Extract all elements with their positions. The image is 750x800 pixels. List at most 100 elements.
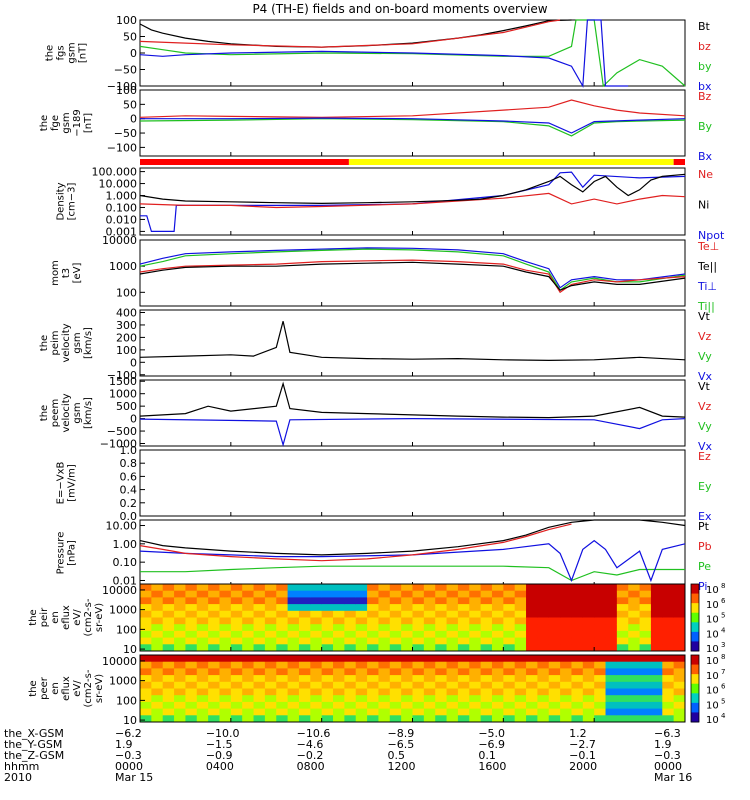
spectrogram-cell (673, 708, 686, 716)
spectrogram-cell (321, 675, 334, 683)
spectrogram-cell (367, 668, 379, 676)
spectrogram-cell (196, 617, 209, 625)
y-axis-label: thepeerenefluxeV/(cm2-s-sr-eV) (28, 669, 105, 707)
spectrogram-cell (548, 590, 561, 598)
spectrogram-cell (480, 681, 493, 689)
spectrogram-cell (628, 604, 641, 612)
x-axis-value: 0000 (654, 760, 682, 773)
spectrogram-cell (662, 655, 675, 663)
spectrogram-cell (276, 708, 289, 716)
spectrogram-cell (639, 681, 652, 689)
spectrogram-cell (514, 715, 527, 723)
spectrogram-cell (333, 597, 345, 605)
spectrogram-cell (151, 637, 164, 645)
spectrogram-cell (480, 624, 493, 632)
spectrogram-cell (514, 701, 527, 710)
spectrogram-cell (174, 597, 186, 605)
spectrogram-cell (650, 590, 663, 598)
spectrogram-cell (321, 637, 334, 645)
spectrogram-cell (605, 597, 618, 605)
spectrogram-cell (423, 661, 436, 669)
x-axis-value: 1200 (388, 760, 416, 773)
spectrogram-cell (276, 701, 289, 710)
series-line-pres_Pe (140, 565, 685, 582)
spectrogram-cell (650, 617, 663, 625)
spectrogram-cell (208, 630, 220, 639)
colorbar-exponent: 3 (721, 641, 725, 649)
spectrogram-cell (548, 630, 561, 639)
spectrogram-cell (650, 695, 663, 703)
spectrogram-cell (435, 604, 448, 612)
spectrogram-cell (185, 644, 198, 652)
spectrogram-cell (162, 695, 175, 703)
spectrogram-cell (628, 675, 641, 683)
spectrogram-cell (355, 701, 368, 710)
spectrogram-cell (185, 610, 198, 618)
spectrogram-cell (514, 624, 527, 632)
colorbar-step (691, 584, 699, 595)
spectrogram-cell (276, 617, 289, 625)
spectrogram-cell (423, 630, 436, 639)
spectrogram-cell (571, 610, 584, 618)
spectrogram-cell (639, 604, 652, 612)
legend-entry: Npot (698, 229, 725, 242)
spectrogram-cell (526, 610, 538, 618)
spectrogram-cell (344, 668, 357, 676)
spectrogram-cell (174, 708, 186, 716)
spectrogram-cell (480, 715, 493, 723)
spectrogram-cell (344, 661, 357, 669)
spectrogram-cell (276, 597, 289, 605)
y-axis-label: thefgsgsm[nT] (45, 42, 89, 63)
spectrogram-cell (276, 590, 289, 598)
spectrogram-cell (469, 688, 482, 696)
spectrogram-cell (276, 644, 289, 652)
spectrogram-cell (367, 630, 379, 639)
spectrogram-cell (140, 708, 152, 716)
spectrogram-cell (423, 604, 436, 612)
x-axis-value: −0.2 (297, 749, 324, 762)
spectrogram-cell (242, 617, 255, 625)
spectrogram-cell (401, 701, 413, 710)
y-tick-label: 0 (130, 47, 137, 60)
spectrogram-cell (230, 624, 243, 632)
spectrogram-cell (446, 630, 459, 639)
spectrogram-cell (321, 715, 334, 723)
spectrogram-cell (526, 644, 538, 652)
spectrogram-cell (140, 715, 152, 723)
colorbar-step (691, 655, 699, 666)
spectrogram-cell (219, 675, 232, 683)
spectrogram-cell (140, 675, 152, 683)
spectrogram-cell (196, 624, 209, 632)
spectrogram-cell (594, 715, 607, 723)
spectrogram-cell (457, 624, 470, 632)
spectrogram-cell (162, 637, 175, 645)
spectrogram-cell (355, 604, 368, 612)
spectrogram-cell (605, 610, 618, 618)
x-axis-value: −10.6 (297, 727, 331, 740)
spectrogram-cell (457, 661, 470, 669)
spectrogram-cell (514, 644, 527, 652)
spectrogram-cell (412, 610, 425, 618)
spectrogram-cell (605, 668, 618, 676)
spectrogram-cell (196, 688, 209, 696)
x-axis-value: 1600 (478, 760, 506, 773)
spectrogram-cell (605, 584, 618, 592)
spectrogram-cell (480, 590, 493, 598)
spectrogram-cell (605, 688, 618, 696)
spectrogram-cell (344, 695, 357, 703)
spectrogram-cell (321, 597, 334, 605)
spectrogram-cell (208, 590, 220, 598)
spectrogram-cell (491, 715, 504, 723)
spectrogram-cell (174, 590, 186, 598)
spectrogram-cell (401, 584, 413, 592)
spectrogram-cell (151, 695, 164, 703)
spectrogram-cell (367, 624, 379, 632)
spectrogram-cell (457, 688, 470, 696)
spectrogram-cell (469, 675, 482, 683)
spectrogram-cell (571, 708, 584, 716)
spectrogram-cell (264, 630, 277, 639)
spectrogram-cell (389, 661, 402, 669)
y-tick-label: 500 (116, 400, 137, 413)
spectrogram-cell (503, 655, 516, 663)
spectrogram-cell (639, 644, 652, 652)
